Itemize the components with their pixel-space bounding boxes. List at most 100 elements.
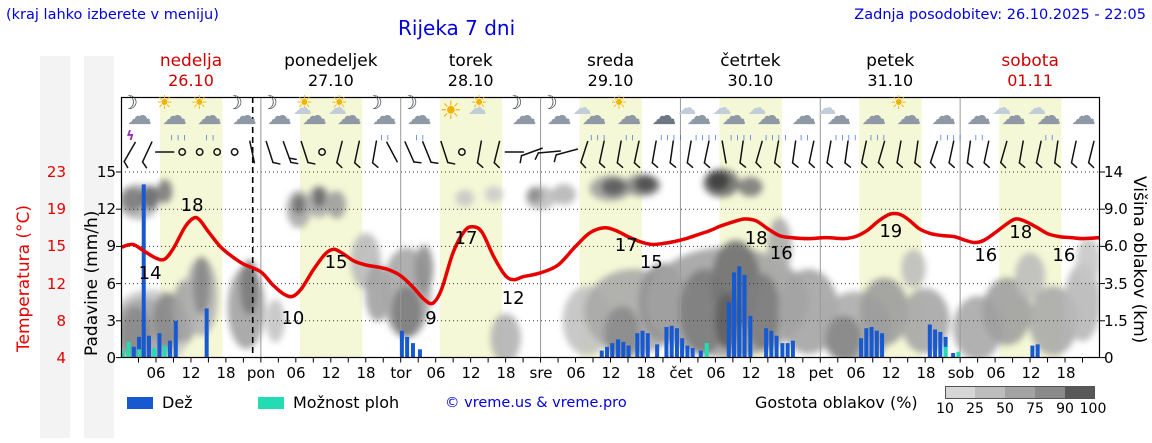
weather-icon-cloud-rain3: ☁ ╷╷╷ xyxy=(855,98,890,141)
rain-legend-swatch xyxy=(127,397,153,409)
cloudlite-icon: ☁ xyxy=(467,97,487,119)
svg-text:16: 16 xyxy=(770,243,793,264)
cloudlite-icon: ☁ xyxy=(327,97,347,119)
copyright-link[interactable]: © vreme.us & vreme.pro xyxy=(445,395,627,411)
temp-tick-4: 4 xyxy=(56,348,66,367)
x-axis-label-12: 12 xyxy=(461,364,481,382)
cloud-icon: ☁ xyxy=(826,101,852,130)
weather-icon-cloudlite-cloud-rain4: ☁ ☁ ╷╷╷╷ xyxy=(677,97,718,141)
x-axis-label-06: 06 xyxy=(286,364,306,382)
weather-icon-moon-cloud: ☽ ☁ xyxy=(541,94,576,138)
weather-icon-clouddark-rain4: ☁ ╷╷╷╷ xyxy=(645,98,683,141)
rain2-icon: ╷╷ xyxy=(378,131,392,141)
sun-icon: ☀ xyxy=(470,92,488,114)
x-axis-label-čet: čet xyxy=(669,364,693,382)
weather-icon-sun-cloudlite-cloud: ☀ ☁ ☁ xyxy=(327,94,366,138)
bolt-icon: ϟ xyxy=(126,129,135,144)
moon-icon: ☽ xyxy=(505,92,523,114)
x-axis-label-06: 06 xyxy=(146,364,166,382)
cloud-icon: ☁ xyxy=(161,101,187,130)
cloud-scale-number-10: 10 xyxy=(936,401,954,417)
cloud-icon: ☁ xyxy=(301,101,327,130)
cloud-icon: ☁ xyxy=(896,101,922,130)
weather-icon-cloudlite-cloud-rain3: ☁ ☁ ╷╷╷ xyxy=(573,98,611,141)
weather-icon-cloudlite-cloud-rain4: ☁ ☁ ╷╷╷╷ xyxy=(712,98,753,141)
last-update-text: Zadnja posodobitev: 26.10.2025 - 22:05 xyxy=(854,7,1146,23)
cloud-scale-number-50: 50 xyxy=(996,401,1014,417)
x-axis-label-12: 12 xyxy=(881,364,901,382)
x-axis-label-12: 12 xyxy=(601,364,621,382)
x-axis-label-pon: pon xyxy=(246,364,276,382)
sun-icon: ☀ xyxy=(155,92,173,114)
weather-icon-sun-cloud-rain3: ☀ ☁ ╷╷╷ xyxy=(156,94,191,141)
cloud-icon: ☁ xyxy=(721,101,747,130)
x-axis-label-sre: sre xyxy=(529,364,553,382)
axis-tick-marks xyxy=(116,171,1105,363)
page-title: Rijeka 7 dni xyxy=(398,16,516,40)
clouddark-icon: ☁ xyxy=(651,101,677,130)
shower-legend-swatch xyxy=(258,397,284,409)
svg-text:9: 9 xyxy=(425,308,436,329)
x-axis-label-tor: tor xyxy=(390,364,412,382)
day-header-sreda: sreda 29.10 xyxy=(541,52,681,91)
cloud-scale-number-25: 25 xyxy=(966,401,984,417)
day-header-sobota: sobota 01.11 xyxy=(960,52,1100,91)
cloudlite-icon: ☁ xyxy=(292,97,312,119)
cloud-icon: ☁ xyxy=(511,101,537,130)
x-axis-label-sob: sob xyxy=(947,364,975,382)
svg-text:18: 18 xyxy=(745,228,768,249)
svg-text:15: 15 xyxy=(325,252,348,273)
x-axis-label-12: 12 xyxy=(321,364,341,382)
sun-icon: ☀ xyxy=(610,92,628,114)
weather-icon-cloud-rain2: ☁ ╷╷ xyxy=(960,98,995,141)
day-separators xyxy=(260,97,961,358)
x-axis-label-06: 06 xyxy=(846,364,866,382)
cloud-icon: ☁ xyxy=(581,101,607,130)
cloud-height-tick-14: 14 xyxy=(1104,163,1124,181)
x-axis-label-18: 18 xyxy=(496,364,516,382)
svg-text:16: 16 xyxy=(1052,245,1075,266)
weather-icon-cloudlite-cloud-rain4: ☁ ☁ ╷╷╷╷ xyxy=(747,98,788,141)
cloud-icon: ☁ xyxy=(686,101,712,130)
cloud-icon: ☁ xyxy=(616,101,642,130)
moon-icon: ☽ xyxy=(260,92,278,114)
cloud-icon: ☁ xyxy=(196,101,222,130)
temp-tick-8: 8 xyxy=(56,311,66,330)
svg-text:15: 15 xyxy=(640,252,663,273)
rain4-icon: ╷╷╷╷ xyxy=(938,131,964,141)
precip-tick-3: 3 xyxy=(106,311,116,330)
rain-legend-label: Dež xyxy=(162,393,193,412)
temp-tick-23: 23 xyxy=(46,163,66,181)
day-name: ponedeljek xyxy=(284,51,378,71)
cloud-icon: ☁ xyxy=(791,101,817,130)
precip-tick-9: 9 xyxy=(106,237,116,256)
temp-tick-19: 19 xyxy=(46,200,66,219)
left-gutter-strip-2 xyxy=(84,56,114,438)
x-axis-label-18: 18 xyxy=(776,364,796,382)
svg-text:16: 16 xyxy=(974,245,997,266)
moon-icon: ☽ xyxy=(540,92,558,114)
cloudlite-icon: ☁ xyxy=(677,97,697,119)
cloud-scale-number-90: 90 xyxy=(1056,401,1074,417)
rain4-icon: ╷╷╷╷ xyxy=(728,131,755,141)
svg-text:12: 12 xyxy=(502,288,525,309)
cloud-icon: ☁ xyxy=(231,101,257,130)
svg-text:17: 17 xyxy=(455,228,478,249)
cloud-height-tick-3.5: 3.5 xyxy=(1104,274,1128,293)
day-header-torek: torek 28.10 xyxy=(401,52,541,91)
cloud-height-tick-0: 0 xyxy=(1104,348,1114,367)
precip-tick-6: 6 xyxy=(106,274,116,293)
sun-icon: ☀ xyxy=(190,92,208,114)
day-name: nedelja xyxy=(159,51,223,71)
weather-icon-moon-cloud: ☽ ☁ xyxy=(261,94,296,138)
weather-icon-moon-cloud-rain2: ☽ ☁ ╷╷ xyxy=(366,94,401,141)
chart-frame xyxy=(120,96,1101,359)
x-axis-label-18: 18 xyxy=(216,364,236,382)
x-axis-label-06: 06 xyxy=(426,364,446,382)
weather-icon-cloudlite-cloud-rain4: ☁ ☁ ╷╷╷╷ xyxy=(817,98,858,141)
precip-tick-12: 12 xyxy=(96,200,116,219)
day-name: petek xyxy=(866,51,915,71)
cloud-icon: ☁ xyxy=(546,101,572,130)
cloud-icon: ☁ xyxy=(861,101,887,130)
day-date: 27.10 xyxy=(307,71,354,90)
